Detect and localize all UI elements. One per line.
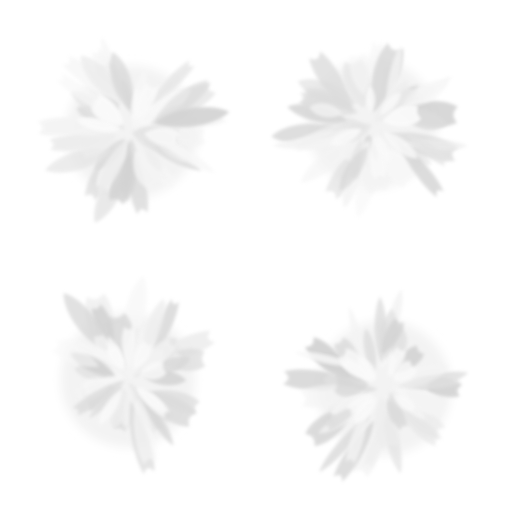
leaf [62,339,107,359]
leaf-highlight [383,105,421,126]
leaf [78,133,118,158]
leaf [339,146,369,191]
leaf [151,390,200,414]
leaf-cluster-top-left [37,37,230,223]
leaf [397,373,462,390]
leaf-highlight [143,127,180,147]
leaf-cluster-bottom-right [282,289,469,482]
leaf [309,51,353,114]
leaf-highlight [376,134,391,163]
leaf [133,399,157,465]
leaf-highlight [135,83,157,121]
leaf [363,328,377,373]
leaf [349,53,370,95]
leaf [72,380,126,416]
leaf [80,55,121,101]
leaf-cluster-top-right [271,40,468,218]
leaf [94,138,126,171]
leaf-highlight [393,360,417,382]
leaf-highlight [388,346,406,377]
leaf-highlight [90,96,123,125]
leaf [349,306,366,371]
leaf [142,395,174,446]
leaf [383,150,417,188]
leaf-highlight [107,345,124,370]
leaf-highlight [79,119,121,132]
leaf-highlight [330,128,362,146]
leaf [81,377,110,395]
leaf [381,318,404,354]
leaf-highlight [393,394,415,411]
leaf-highlight [131,87,141,121]
leaf [294,351,355,366]
leaf [405,390,446,417]
leaf [406,133,450,167]
leaf [374,397,401,450]
leaf [398,408,443,447]
leaf [153,298,179,356]
leaf-highlight [366,86,376,112]
leaf [130,337,178,378]
leaf [154,80,216,122]
leaf-highlight [121,326,136,368]
leaf [155,357,190,371]
leaf [110,52,134,111]
leaf-highlight [369,135,387,180]
leaf [144,147,162,172]
leaf [143,300,165,355]
leaf [324,405,359,431]
leaf-highlight [381,131,418,159]
leaf-cluster-bottom-left [52,276,215,475]
leaf-highlight [137,387,166,412]
leaf-highlight [380,92,401,116]
leaf [52,340,99,367]
leaf-highlight [139,361,167,380]
leaf [300,141,352,183]
leaf [353,420,383,477]
leaf [309,103,343,118]
leaf [97,139,128,194]
leaf [402,80,449,106]
leaf-highlight [99,390,122,425]
leaf-highlight [346,394,374,415]
leaf-highlight [340,357,374,382]
leaf [387,393,403,424]
leaf [391,364,449,389]
leaf [146,60,195,108]
leaf-highlight [133,340,152,370]
leaf-highlight [354,397,377,423]
leaf [154,107,230,128]
leaf [88,384,123,419]
